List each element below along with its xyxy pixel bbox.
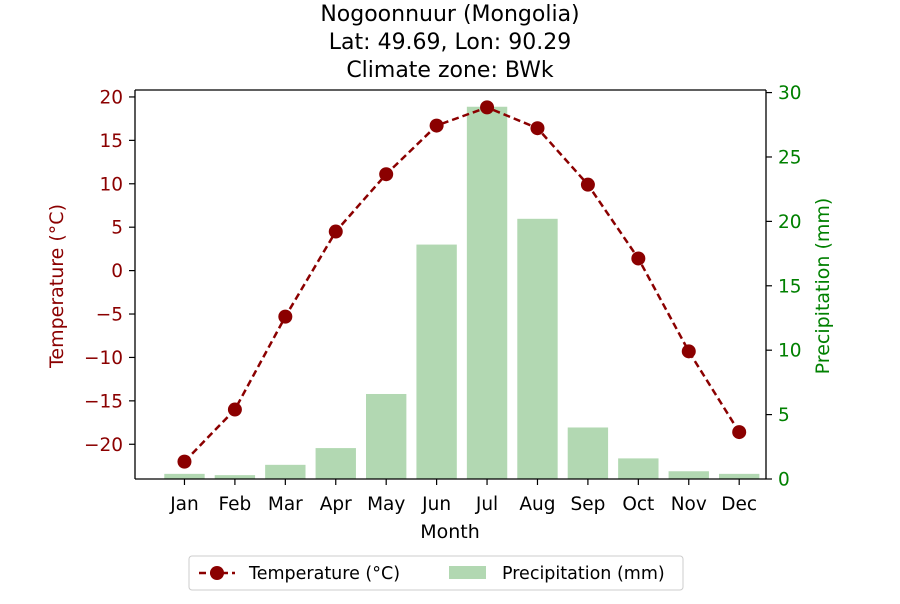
x-tick-label-aug: Aug xyxy=(519,494,555,515)
x-tick-label-apr: Apr xyxy=(320,494,352,515)
precipitation-bars xyxy=(164,106,760,479)
precipitation-bar-dec xyxy=(719,473,760,479)
right-tick-label: 20 xyxy=(778,212,802,233)
x-tick-label-nov: Nov xyxy=(671,494,707,515)
x-tick-label-dec: Dec xyxy=(721,494,757,515)
right-tick-label: 10 xyxy=(778,341,802,362)
chart-title-line-2: Lat: 49.69, Lon: 90.29 xyxy=(329,30,571,55)
x-tick-label-jun: Jun xyxy=(421,494,451,515)
temperature-point-jun xyxy=(429,118,444,133)
precipitation-bar-may xyxy=(366,393,407,479)
right-tick-label: 5 xyxy=(778,405,790,426)
temperature-point-dec xyxy=(732,425,747,440)
precipitation-bar-oct xyxy=(618,458,659,479)
chart-title-line-3: Climate zone: BWk xyxy=(346,58,554,83)
precipitation-bar-jun xyxy=(416,244,457,479)
right-tick-label: 30 xyxy=(778,83,802,104)
axes xyxy=(129,89,772,485)
temperature-point-mar xyxy=(278,309,293,324)
right-tick-label: 0 xyxy=(778,470,790,491)
precipitation-bar-nov xyxy=(668,471,709,479)
left-tick-label: −20 xyxy=(84,435,123,456)
left-tick-label: −5 xyxy=(96,305,123,326)
legend-precipitation-swatch xyxy=(449,566,486,579)
y-axis-left-label: Temperature (°C) xyxy=(46,204,68,369)
precipitation-bar-apr xyxy=(315,448,356,479)
right-tick-label: 25 xyxy=(778,147,802,168)
temperature-point-apr xyxy=(328,224,343,239)
legend-temperature-label: Temperature (°C) xyxy=(248,564,400,584)
x-tick-label-feb: Feb xyxy=(219,494,252,515)
temperature-point-jan xyxy=(177,454,192,469)
left-tick-label: 5 xyxy=(111,218,123,239)
precipitation-bar-mar xyxy=(265,464,306,479)
x-axis-label: Month xyxy=(420,521,480,543)
left-tick-label: −10 xyxy=(84,348,123,369)
precipitation-bar-jan xyxy=(164,473,205,479)
right-tick-label: 15 xyxy=(778,276,802,297)
left-tick-label: 20 xyxy=(99,87,123,108)
legend-frame xyxy=(188,555,684,591)
precipitation-bar-jul xyxy=(466,106,508,479)
x-tick-label-may: May xyxy=(367,494,405,515)
temperature-point-aug xyxy=(530,121,545,136)
left-tick-label: −15 xyxy=(84,391,123,412)
temperature-series-line xyxy=(183,106,741,463)
legend: Temperature (°C) Precipitation (mm) xyxy=(188,555,684,591)
chart-title-line-1: Nogoonnuur (Mongolia) xyxy=(320,2,579,27)
temperature-point-oct xyxy=(631,251,646,266)
x-tick-label-sep: Sep xyxy=(570,494,605,515)
temperature-point-feb xyxy=(227,402,242,417)
legend-precipitation-label: Precipitation (mm) xyxy=(502,564,665,584)
temperature-point-nov xyxy=(681,344,696,359)
temperature-point-may xyxy=(379,167,394,182)
left-tick-label: 15 xyxy=(99,131,123,152)
left-tick-label: 0 xyxy=(111,261,123,282)
temperature-point-jul xyxy=(480,100,495,115)
temperature-point-sep xyxy=(580,177,595,192)
x-tick-label-mar: Mar xyxy=(268,494,303,515)
x-tick-label-jan: Jan xyxy=(169,494,199,515)
precipitation-bar-aug xyxy=(517,218,558,479)
x-tick-label-oct: Oct xyxy=(622,494,654,515)
precipitation-bar-sep xyxy=(567,427,609,479)
y-axis-right-label: Precipitation (mm) xyxy=(812,198,834,375)
legend-temperature-marker xyxy=(210,566,224,580)
x-tick-label-jul: Jul xyxy=(475,494,498,515)
tick-labels: −20 −15 −10 −5 0 5 10 15 20 0 5 10 15 20 25 30 Jan Feb Mar… xyxy=(84,83,802,515)
precipitation-bar-feb xyxy=(214,475,256,479)
temperature-line xyxy=(177,100,747,469)
left-tick-label: 10 xyxy=(99,174,123,195)
